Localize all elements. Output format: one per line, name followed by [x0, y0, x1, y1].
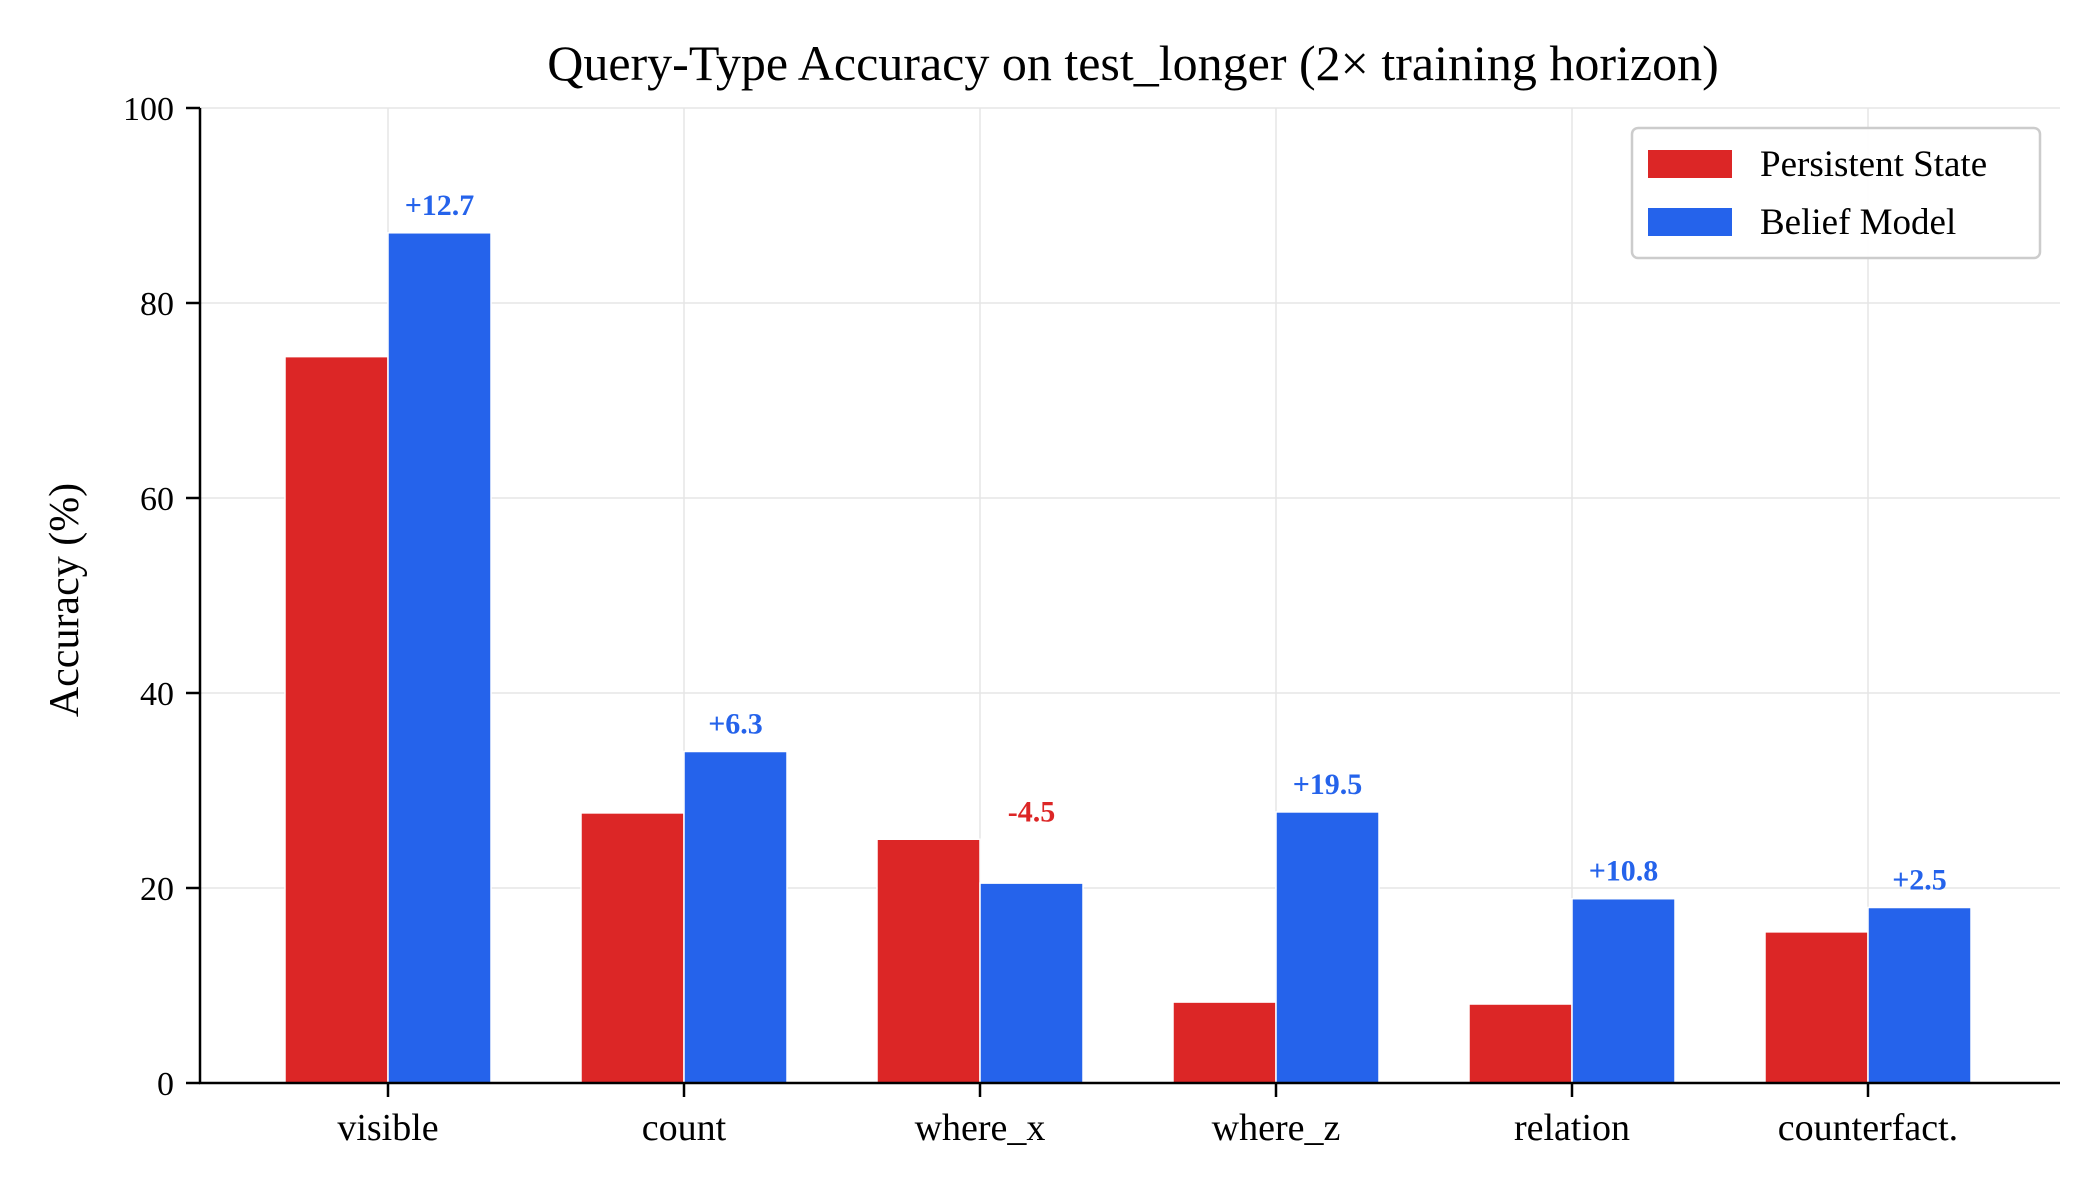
x-tick-label: where_x	[915, 1107, 1046, 1149]
bar-belief-model-visible	[387, 232, 492, 1084]
delta-label: +10.8	[1589, 855, 1659, 888]
bar-persistent-state-visible	[284, 355, 389, 1084]
y-tick-label: 20	[140, 871, 174, 908]
bar-belief-model-count	[683, 750, 788, 1084]
bar-persistent-state-relation	[1468, 1003, 1573, 1084]
delta-label: +2.5	[1892, 864, 1947, 897]
y-tick-label: 60	[140, 481, 174, 518]
bar-persistent-state-where-z	[1172, 1001, 1277, 1084]
y-tick-label: 0	[157, 1066, 174, 1103]
bar-belief-model-counterfact	[1867, 906, 1972, 1084]
bar-persistent-state-counterfact	[1764, 931, 1869, 1084]
delta-label: -4.5	[1008, 795, 1056, 828]
y-axis-label: Accuracy (%)	[42, 483, 88, 717]
x-tick-label: relation	[1514, 1107, 1630, 1149]
delta-label: +6.3	[708, 708, 763, 741]
x-tick-label: counterfact.	[1778, 1107, 1958, 1149]
bar-belief-model-where-x	[979, 882, 1084, 1084]
legend-swatch	[1648, 150, 1732, 178]
bars-layer	[284, 232, 1972, 1084]
legend-swatch	[1648, 208, 1732, 236]
legend-label: Persistent State	[1760, 144, 1987, 185]
y-tick-label: 100	[123, 91, 174, 128]
legend-label: Belief Model	[1760, 202, 1956, 243]
delta-label: +19.5	[1293, 768, 1363, 801]
x-tick-label: visible	[337, 1107, 438, 1149]
bar-persistent-state-count	[580, 812, 685, 1084]
y-tick-label: 40	[140, 676, 174, 713]
annotations-layer: +12.7 +6.3 -4.5 +19.5 +10.8 +2.5	[405, 189, 1947, 897]
x-tick-label: count	[642, 1107, 727, 1149]
delta-label: +12.7	[405, 189, 475, 222]
axes-layer: 0 20 40 60 80 100 visible count where_x where_z re…	[123, 91, 2060, 1149]
y-tick-label: 80	[140, 286, 174, 323]
bar-belief-model-where-z	[1275, 811, 1380, 1084]
x-tick-label: where_z	[1212, 1107, 1341, 1149]
bar-belief-model-relation	[1571, 897, 1676, 1084]
chart-title: Query-Type Accuracy on test_longer (2× t…	[547, 35, 1719, 91]
legend: Persistent State Belief Model	[1630, 126, 2042, 260]
bar-persistent-state-where-x	[876, 838, 981, 1084]
legend-box	[1630, 126, 2042, 260]
